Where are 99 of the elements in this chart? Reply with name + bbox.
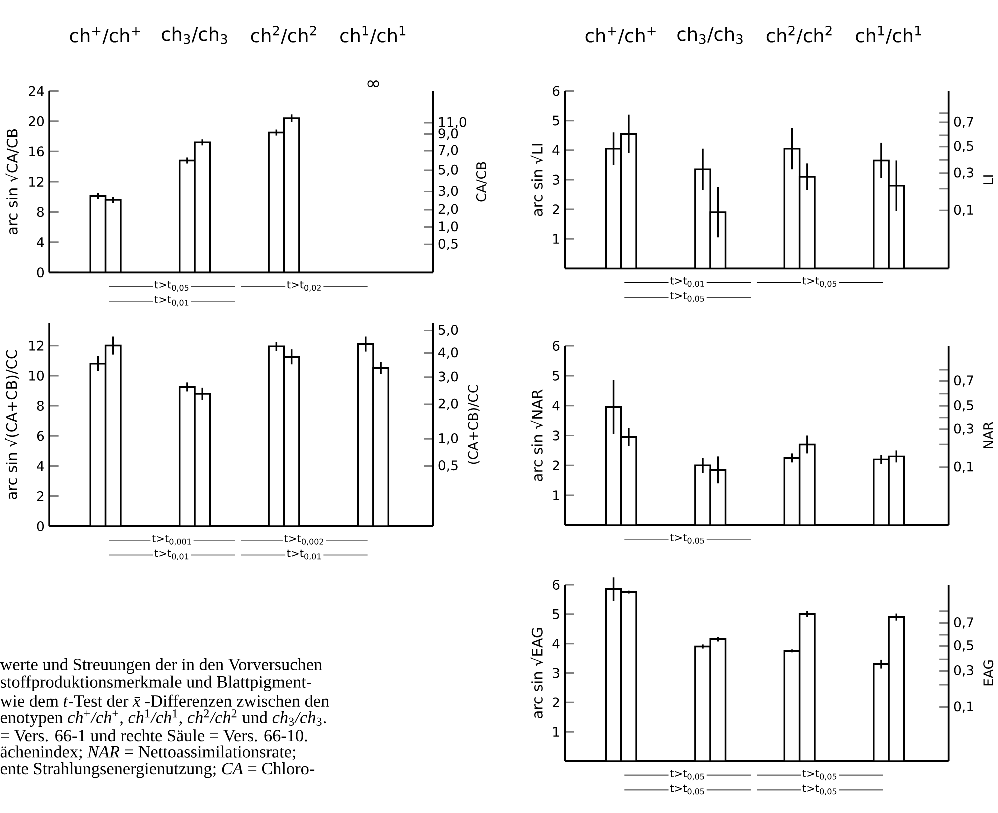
text: t>t$_{0,05}$ bbox=[670, 784, 704, 796]
y-axis-title: arc sin √(CA+CB)/CC bbox=[5, 350, 19, 500]
text: t>t$_{0,05}$ bbox=[802, 277, 837, 288]
text: 0,5 bbox=[438, 460, 458, 472]
text: 1,0 bbox=[439, 222, 458, 233]
text: enotypen ch$^{+}$/ch$^{+}$, ch$^{1}$/ch$^{1}$, ch$^{2}$/ch$^{2}$ und ch$_{3}$/ch$_{3}$. bbox=[0, 710, 326, 728]
text: 2,0 bbox=[438, 398, 458, 410]
y-tick-label: 4 bbox=[552, 638, 560, 649]
y-tick-label: 2 bbox=[553, 204, 560, 214]
text: 7,0 bbox=[439, 145, 458, 157]
y-tick-label: 3 bbox=[553, 668, 560, 678]
y2-axis-title: EAG bbox=[984, 660, 994, 686]
text: t>t$_{0,05}$ bbox=[154, 281, 189, 292]
y-tick-label: 2 bbox=[553, 698, 560, 708]
text: 0,1 bbox=[954, 205, 974, 216]
y-tick-label: 3 bbox=[553, 174, 560, 185]
x-tick-label: ch$_{3}$/ch$_{3}$ bbox=[162, 26, 228, 44]
x-tick-label: ch$_{3}$/ch$_{3}$ bbox=[678, 26, 743, 44]
y-tick-label: 6 bbox=[552, 341, 560, 352]
y-tick-label: 24 bbox=[29, 86, 44, 96]
text: t>t$_{0,05}$ bbox=[802, 784, 837, 796]
text: t>t$_{0,05}$ bbox=[670, 534, 704, 545]
text: t>t$_{0,01}$ bbox=[287, 550, 321, 561]
y-tick-label: 0 bbox=[37, 521, 44, 532]
y-tick-label: 8 bbox=[37, 207, 44, 218]
text: ächenindex; NAR = Nettoassimilationsrate; bbox=[0, 746, 296, 760]
text: t>t$_{0,01}$ bbox=[154, 296, 189, 307]
y-tick-label: 3 bbox=[553, 430, 560, 441]
text: = Vers. 66-1 und rechte Säule = Vers. 66-10. bbox=[1, 730, 308, 742]
text: 0,3 bbox=[954, 424, 974, 436]
y-axis-title: arc sin √CA/CB bbox=[6, 129, 20, 235]
text: 0,3 bbox=[954, 168, 974, 180]
y-tick-label: 8 bbox=[37, 401, 44, 412]
y-tick-label: 5 bbox=[553, 116, 560, 126]
y-tick-label: 4 bbox=[552, 146, 560, 156]
x-tick-label: ch$^{1}$/ch$^{1}$ bbox=[340, 26, 406, 44]
y2-axis-title: (CA+CB)/CC bbox=[468, 385, 480, 464]
y-tick-label: 0 bbox=[37, 268, 44, 278]
text: 0,1 bbox=[954, 462, 974, 474]
text: 0,1 bbox=[954, 702, 974, 713]
text: 0,3 bbox=[954, 665, 974, 677]
text: t>t$_{0,02}$ bbox=[287, 281, 321, 292]
y-tick-label: 1 bbox=[554, 727, 560, 737]
y-tick-label: 12 bbox=[30, 177, 44, 187]
text: ente Strahlungsenergienutzung; CA = Chloro- bbox=[0, 762, 315, 778]
y-tick-label: 16 bbox=[30, 146, 44, 157]
y-tick-label: 4 bbox=[552, 401, 560, 411]
x-tick-label: ch$^{2}$/ch$^{2}$ bbox=[251, 26, 316, 44]
y-axis-title: arc sin √LI bbox=[530, 144, 543, 216]
text: 0,5 bbox=[438, 238, 458, 250]
y-tick-label: 4 bbox=[37, 461, 44, 472]
text: 0,7 bbox=[954, 116, 974, 128]
text: stoffproduktionsmerkmale und Blattpigment- bbox=[0, 676, 312, 692]
text: 0,5 bbox=[954, 141, 974, 152]
text: werte und Streuungen der in den Vorversuchen bbox=[0, 658, 322, 674]
y-tick-label: 5 bbox=[553, 371, 560, 381]
y-axis-title: arc sin √NAR bbox=[530, 390, 543, 482]
y2-axis-title: LI bbox=[984, 176, 994, 184]
text: ∞ bbox=[368, 80, 380, 88]
text: wie dem t-Test der x̄-Differenzen zwischen den bbox=[0, 694, 330, 708]
text: 5,0 bbox=[438, 164, 458, 176]
y-axis-title: arc sin √EAG bbox=[530, 628, 543, 718]
x-tick-label: ch$^{+}$/ch$^{+}$ bbox=[70, 27, 140, 44]
text: 0,7 bbox=[954, 376, 974, 387]
x-tick-label: ch$^{2}$/ch$^{2}$ bbox=[766, 26, 832, 44]
y-tick-label: 5 bbox=[553, 609, 560, 620]
text: t>t$_{0,001}$ bbox=[152, 535, 192, 546]
y-tick-label: 6 bbox=[552, 86, 560, 96]
y-tick-label: 6 bbox=[37, 431, 44, 442]
y-tick-label: 2 bbox=[37, 491, 44, 502]
text: 0,5 bbox=[954, 400, 974, 412]
text: 5,0 bbox=[438, 325, 458, 336]
text: 9,0 bbox=[438, 128, 458, 140]
text: 3,0 bbox=[438, 372, 458, 384]
x-tick-label: ch$^{1}$/ch$^{1}$ bbox=[856, 26, 922, 44]
text: t>t$_{0,01}$ bbox=[670, 277, 704, 288]
y2-axis-title: NAR bbox=[984, 422, 994, 448]
text: 2,0 bbox=[438, 204, 458, 216]
y-tick-label: 12 bbox=[30, 340, 44, 351]
text: t>t$_{0,01}$ bbox=[154, 550, 189, 561]
text: t>t$_{0,002}$ bbox=[284, 535, 324, 546]
y-tick-label: 1 bbox=[554, 234, 560, 244]
y-tick-label: 2 bbox=[553, 460, 560, 471]
y-tick-label: 10 bbox=[30, 370, 44, 381]
y-tick-label: 20 bbox=[29, 116, 44, 126]
text: 4,0 bbox=[438, 348, 458, 359]
y2-axis-title: CA/CB bbox=[476, 162, 488, 202]
text: t>t$_{0,05}$ bbox=[802, 770, 837, 781]
y-tick-label: 4 bbox=[37, 238, 44, 248]
text: 1,0 bbox=[439, 433, 458, 445]
text: 11,0 bbox=[439, 117, 467, 129]
y-tick-label: 6 bbox=[552, 580, 560, 590]
text: 3,0 bbox=[438, 186, 458, 198]
text: t>t$_{0,05}$ bbox=[670, 770, 704, 781]
y-tick-label: 1 bbox=[554, 490, 560, 500]
text: 0,5 bbox=[954, 640, 974, 652]
text: 0,7 bbox=[954, 618, 974, 629]
x-tick-label: ch$^{+}$/ch$^{+}$ bbox=[586, 27, 656, 44]
text: t>t$_{0,05}$ bbox=[670, 292, 704, 303]
